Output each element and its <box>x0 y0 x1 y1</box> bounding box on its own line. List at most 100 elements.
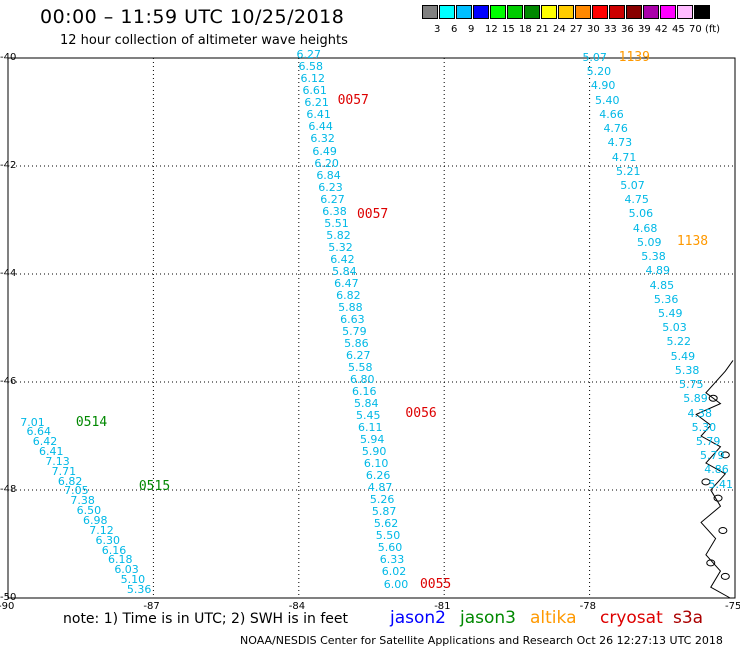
wave-height-value: 5.89 <box>683 392 708 406</box>
wave-height-value: 6.27 <box>346 348 371 362</box>
scale-label: 42 <box>655 24 668 35</box>
pass-time-label: 0055 <box>419 576 452 592</box>
wave-height-value: 4.38 <box>687 406 712 420</box>
wave-height-value: 4.76 <box>603 122 628 136</box>
pass-time-label: 0515 <box>138 479 171 495</box>
wave-height-value: 4.66 <box>599 107 624 121</box>
wave-height-value: 5.07 <box>620 178 645 192</box>
wave-height-value: 5.09 <box>637 235 662 249</box>
wave-height-value: 5.03 <box>662 321 687 335</box>
wave-height-value: 5.38 <box>641 250 666 264</box>
scale-label: 24 <box>553 24 566 35</box>
legend-altika: altika <box>530 608 577 628</box>
wave-height-value: 4.68 <box>632 221 658 235</box>
wave-height-value: 5.51 <box>324 216 349 230</box>
wave-height-value: 6.82 <box>57 474 83 488</box>
wave-height-value: 5.49 <box>670 349 696 363</box>
wave-height-value: 6.12 <box>300 72 325 86</box>
scale-swatch <box>490 5 506 19</box>
wave-height-value: 5.06 <box>628 207 654 221</box>
x-tick-label: -78 <box>579 601 596 612</box>
scale-label: 45 <box>672 24 685 35</box>
wave-height-value: 6.02 <box>381 565 407 579</box>
scale-label: 15 <box>502 24 515 35</box>
wave-height-value: 5.75 <box>679 378 704 392</box>
wave-height-value: 5.10 <box>120 573 146 587</box>
scale-label: 39 <box>638 24 651 35</box>
wave-height-value: 5.84 <box>353 397 379 411</box>
wave-height-value: 6.32 <box>310 132 335 146</box>
wave-height-value: 6.18 <box>108 553 133 567</box>
wave-height-value: 5.79 <box>342 324 367 338</box>
wave-height-value: 7.38 <box>70 494 95 508</box>
wave-height-value: 6.84 <box>316 168 341 182</box>
wave-height-value: 7.71 <box>51 464 77 478</box>
legend-jason2: jason2 <box>390 608 446 628</box>
wave-height-value: 5.79 <box>700 449 725 463</box>
wave-height-value: 6.26 <box>365 469 391 483</box>
wave-height-value: 5.86 <box>344 336 369 350</box>
y-tick-label: -46 <box>0 376 17 387</box>
y-tick-label: -50 <box>0 592 17 603</box>
wave-height-value: 5.58 <box>348 361 373 374</box>
scale-label: 21 <box>536 24 549 35</box>
wave-height-value: 6.23 <box>318 180 343 194</box>
pass-time-label: 1138 <box>676 233 709 249</box>
wave-height-value: 6.16 <box>101 543 127 557</box>
wave-height-value: 5.20 <box>586 65 612 79</box>
legend-cryosat: cryosat <box>600 608 663 628</box>
island-outline <box>701 478 711 486</box>
island-outline <box>720 572 730 580</box>
wave-height-value: 6.27 <box>296 48 321 62</box>
wave-height-value: 4.90 <box>590 79 616 93</box>
wave-height-value: 5.62 <box>373 517 399 531</box>
scale-swatch <box>609 5 625 19</box>
wave-height-value: 5.32 <box>328 240 353 254</box>
wave-height-value: 5.84 <box>332 264 357 278</box>
wave-height-value: 5.36 <box>653 292 679 306</box>
scale-label: 18 <box>519 24 532 35</box>
scale-swatch <box>626 5 642 19</box>
wave-height-value: 5.21 <box>616 164 641 178</box>
wave-height-value: 6.20 <box>314 156 339 170</box>
scale-swatch <box>473 5 489 19</box>
scale-unit-label: (ft) <box>705 24 721 35</box>
wave-height-value: 6.44 <box>308 120 333 134</box>
pass-time-label: 0514 <box>75 414 108 430</box>
wave-height-value: 6.42 <box>330 252 355 266</box>
page-title: 00:00 – 11:59 UTC 10/25/2018 <box>40 6 345 28</box>
scale-label: 33 <box>604 24 617 35</box>
footer-credit: NOAA/NESDIS Center for Satellite Applica… <box>240 634 723 647</box>
footer-note: note: 1) Time is in UTC; 2) SWH is in fe… <box>63 611 349 627</box>
wave-height-value: 5.82 <box>326 228 351 242</box>
island-outline <box>720 451 730 459</box>
y-tick-label: -42 <box>0 160 17 171</box>
wave-height-value: 4.89 <box>645 264 670 278</box>
wave-height-value: 5.88 <box>338 300 363 314</box>
scale-swatch <box>575 5 591 19</box>
y-tick-label: -48 <box>0 484 17 495</box>
legend-jason3: jason3 <box>460 608 516 628</box>
scale-swatch <box>507 5 523 19</box>
wave-height-value: 5.60 <box>377 541 403 555</box>
wave-height-value: 6.38 <box>322 204 347 218</box>
wave-height-value: 6.00 <box>383 577 409 591</box>
wave-height-value: 6.64 <box>26 425 52 439</box>
legend-s3a: s3a <box>673 608 704 628</box>
scale-label: 6 <box>451 24 458 35</box>
x-tick-label: -87 <box>143 601 160 612</box>
scale-swatch <box>456 5 472 19</box>
wave-height-value: 6.41 <box>306 108 331 122</box>
wave-height-value: 6.10 <box>363 457 389 471</box>
wave-height-value: 6.80 <box>350 373 375 387</box>
wave-height-value: 5.50 <box>375 529 401 543</box>
wave-height-value: 4.85 <box>649 278 675 292</box>
wave-height-value: 7.05 <box>64 484 89 498</box>
wave-height-value: 6.27 <box>320 192 345 206</box>
y-tick-label: -44 <box>0 268 17 279</box>
wave-height-value: 5.40 <box>595 93 620 107</box>
island-outline <box>718 527 728 534</box>
wave-height-value: 4.87 <box>367 481 393 495</box>
wave-height-value: 4.71 <box>611 150 637 164</box>
pass-time-label: 0057 <box>356 206 389 222</box>
